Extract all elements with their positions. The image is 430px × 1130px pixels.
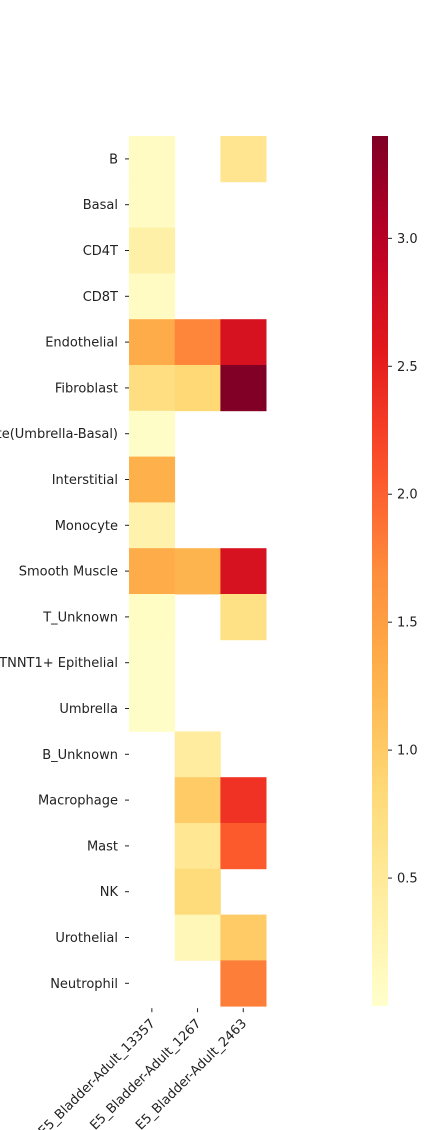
- colorbar-tick-label: 2.5: [397, 360, 418, 375]
- y-tick-label: Basal: [83, 198, 118, 213]
- y-tick-label: Fibroblast: [55, 381, 118, 396]
- heatmap-cell: [220, 777, 267, 824]
- heatmap-cell: [220, 548, 267, 595]
- heatmap-cell: [129, 136, 176, 183]
- colorbar-tick-label: 1.5: [397, 616, 418, 631]
- heatmap-cell: [174, 548, 221, 595]
- heatmap-cell: [129, 548, 176, 595]
- heatmap-cell: [129, 227, 176, 274]
- heatmap-cell: [174, 319, 221, 366]
- heatmap-cells: [129, 136, 267, 1007]
- colorbar-tick-label: 3.0: [397, 232, 418, 247]
- y-tick-label: NK: [100, 885, 119, 900]
- heatmap-cell: [129, 273, 176, 320]
- heatmap-cell: [220, 136, 267, 183]
- heatmap-cell: [220, 594, 267, 641]
- heatmap-cell: [129, 456, 176, 503]
- y-tick-label: B: [109, 152, 118, 167]
- heatmap-cell: [220, 319, 267, 366]
- y-tick-label: T_Unknown: [42, 610, 118, 625]
- y-tick-label: Endothelial: [45, 336, 118, 351]
- heatmap-cell: [174, 777, 221, 824]
- y-tick-label: Intermediate(Umbrella-Basal): [0, 427, 118, 442]
- heatmap-cell: [129, 685, 176, 732]
- heatmap-cell: [174, 365, 221, 412]
- y-tick-label: TNNT1+ Epithelial: [0, 656, 118, 671]
- y-tick-label: CD8T: [83, 290, 118, 305]
- colorbar-tick-label: 2.0: [397, 488, 418, 503]
- heatmap-cell: [174, 914, 221, 961]
- heatmap-cell: [129, 502, 176, 549]
- y-tick-label: Urothelial: [55, 931, 118, 946]
- heatmap-cell: [129, 410, 176, 457]
- colorbar-tick-label: 0.5: [397, 872, 418, 887]
- colorbar-tick-label: 1.0: [397, 744, 418, 759]
- heatmap-cell: [174, 868, 221, 915]
- y-tick-label: CD4T: [83, 244, 118, 259]
- heatmap-cell: [129, 181, 176, 228]
- colorbar: 0.5 1.0 1.5 2.0 2.5 3.0: [372, 136, 418, 1006]
- heatmap-cell: [220, 914, 267, 961]
- heatmap-cell: [220, 960, 267, 1007]
- x-axis: E5_Bladder-Adult_13357E5_Bladder-Adult_1…: [36, 1008, 250, 1130]
- heatmap-cell: [129, 639, 176, 686]
- y-axis: B Basal CD4T CD8T Endothelial Fibroblast Inter…: [0, 152, 129, 992]
- y-tick-label: Macrophage: [38, 794, 118, 809]
- y-tick-label: Neutrophil: [50, 977, 118, 992]
- heatmap-cell: [129, 319, 176, 366]
- y-tick-label: Monocyte: [55, 519, 118, 534]
- y-tick-label: B_Unknown: [42, 748, 118, 763]
- y-tick-label: Interstitial: [52, 473, 118, 488]
- y-tick-label: Smooth Muscle: [19, 565, 118, 580]
- heatmap-cell: [220, 365, 267, 412]
- colorbar-gradient: [372, 136, 388, 1006]
- heatmap-cell: [129, 594, 176, 641]
- heatmap-cell: [220, 823, 267, 870]
- heatmap-cell: [129, 365, 176, 412]
- y-tick-label: Mast: [87, 839, 118, 854]
- heatmap-cell: [174, 731, 221, 778]
- heatmap-cell: [174, 823, 221, 870]
- y-tick-label: Umbrella: [59, 702, 118, 717]
